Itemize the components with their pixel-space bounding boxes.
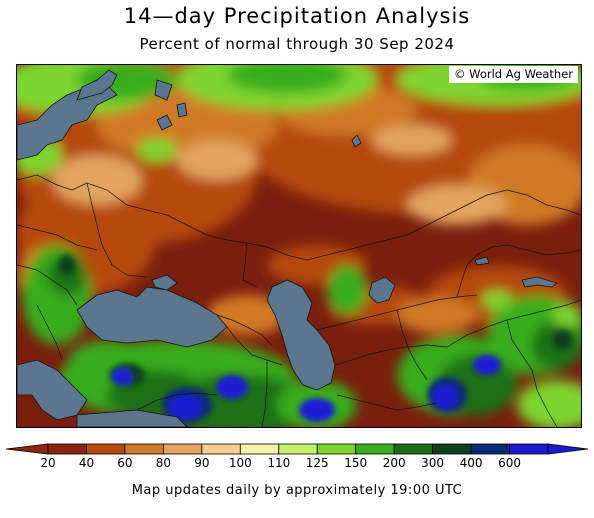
legend-label: 90 [194,456,210,470]
legend-label: 300 [421,456,445,470]
legend-swatch [124,443,164,455]
legend-swatch [86,443,126,455]
legend-label: 80 [155,456,172,470]
caspian-sea [266,279,336,391]
legend-swatch [509,443,549,455]
legend-swatch [201,443,241,455]
legend-label: 110 [267,456,291,470]
color-legend: 20 40 60 80 90 100 110 125 150 200 300 400 600 [0,440,594,470]
color-legend-bar [5,443,589,455]
legend-swatch [47,443,87,455]
legend-label: 60 [117,456,133,470]
map-title: 14—day Precipitation Analysis [123,4,471,28]
legend-swatch [393,443,434,455]
update-note: Map updates daily by approximately 19:00… [131,483,463,498]
legend-label: 100 [228,456,252,470]
legend-label: 40 [78,456,95,470]
legend-label: 600 [498,456,521,470]
map-canvas [17,65,581,427]
black-sea [76,286,228,348]
legend-swatch [432,443,472,455]
map-subtitle: Percent of normal through 30 Sep 2024 [139,35,455,53]
map-credit: © World Ag Weather [448,66,578,83]
legend-arrow-low [5,443,49,455]
legend-swatch [239,443,280,455]
legend-swatch [470,443,510,455]
legend-label: 125 [305,456,329,470]
legend-swatch [278,443,318,455]
heavy-precip-cores [59,255,572,423]
legend-label: 20 [40,456,56,470]
precipitation-map: © World Ag Weather [16,64,582,428]
legend-arrow-high [547,443,589,455]
legend-label: 400 [459,456,483,470]
water-bodies [17,69,558,427]
legend-label: 200 [382,456,406,470]
country-borders [17,174,581,427]
legend-swatch [162,443,203,455]
legend-swatch [316,443,357,455]
legend-label: 150 [344,456,368,470]
legend-swatch [355,443,395,455]
precip-field [17,65,581,427]
